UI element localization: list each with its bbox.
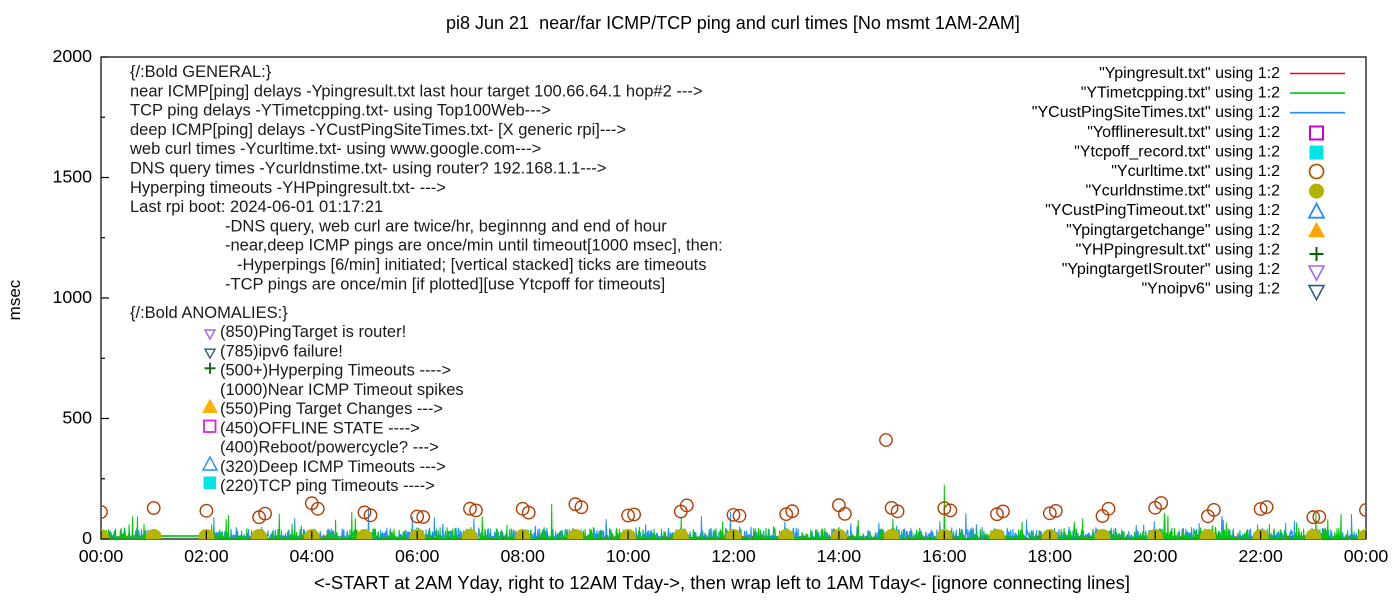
- svg-text:Last rpi boot: 2024-06-01 01:1: Last rpi boot: 2024-06-01 01:17:21: [130, 198, 383, 216]
- svg-text:08:00: 08:00: [500, 546, 545, 566]
- svg-text:500: 500: [62, 408, 92, 428]
- svg-text:"Ycurltime.txt" using 1:2: "Ycurltime.txt" using 1:2: [1111, 163, 1280, 180]
- svg-text:"Ynoipv6" using 1:2: "Ynoipv6" using 1:2: [1141, 281, 1280, 298]
- svg-text:1500: 1500: [52, 167, 92, 187]
- svg-text:"Ytcpoff_record.txt" using 1:2: "Ytcpoff_record.txt" using 1:2: [1074, 143, 1280, 160]
- svg-text:(785)ipv6 failure!: (785)ipv6 failure!: [220, 342, 343, 360]
- svg-text:00:00: 00:00: [1344, 546, 1389, 566]
- svg-text:(220)TCP ping Timeouts ---->: (220)TCP ping Timeouts ---->: [220, 477, 435, 495]
- svg-text:18:00: 18:00: [1028, 546, 1073, 566]
- svg-text:(850)PingTarget is router!: (850)PingTarget is router!: [220, 323, 406, 341]
- svg-text:04:00: 04:00: [290, 546, 335, 566]
- svg-text:"YpingtargetISrouter" using 1:: "YpingtargetISrouter" using 1:2: [1062, 261, 1280, 278]
- svg-text:"Ypingtargetchange" using 1:2: "Ypingtargetchange" using 1:2: [1066, 222, 1280, 239]
- svg-text:"Yofflineresult.txt" using 1:2: "Yofflineresult.txt" using 1:2: [1087, 124, 1280, 141]
- svg-text:"Ypingresult.txt" using 1:2: "Ypingresult.txt" using 1:2: [1099, 65, 1280, 82]
- svg-text:-DNS query, web curl are twice: -DNS query, web curl are twice/hr, begin…: [225, 217, 667, 235]
- svg-text:22:00: 22:00: [1238, 546, 1283, 566]
- svg-text:20:00: 20:00: [1133, 546, 1178, 566]
- svg-text:-near,deep ICMP pings are once: -near,deep ICMP pings are once/min until…: [225, 237, 723, 255]
- svg-text:(500+)Hyperping Timeouts ---->: (500+)Hyperping Timeouts ---->: [220, 362, 451, 380]
- svg-text:{/:Bold ANOMALIES:}: {/:Bold ANOMALIES:}: [130, 304, 288, 322]
- svg-text:14:00: 14:00: [817, 546, 862, 566]
- svg-text:1000: 1000: [52, 287, 92, 307]
- svg-text:(400)Reboot/powercycle? --->: (400)Reboot/powercycle? --->: [220, 439, 439, 457]
- svg-text:00:00: 00:00: [79, 546, 124, 566]
- svg-text:msec: msec: [5, 279, 24, 320]
- svg-text:(550)Ping Target Changes --->: (550)Ping Target Changes --->: [220, 400, 443, 418]
- svg-text:"YHPpingresult.txt" using 1:2: "YHPpingresult.txt" using 1:2: [1076, 241, 1280, 258]
- svg-text:"YCustPingTimeout.txt" using 1: "YCustPingTimeout.txt" using 1:2: [1045, 202, 1280, 219]
- svg-text:02:00: 02:00: [184, 546, 229, 566]
- svg-text:-Hyperpings [6/min] initiated;: -Hyperpings [6/min] initiated; [vertical…: [237, 256, 707, 274]
- svg-text:16:00: 16:00: [922, 546, 967, 566]
- svg-text:10:00: 10:00: [606, 546, 651, 566]
- svg-text:(320)Deep ICMP Timeouts --->: (320)Deep ICMP Timeouts --->: [220, 458, 446, 476]
- svg-text:0: 0: [82, 528, 92, 548]
- svg-text:12:00: 12:00: [711, 546, 756, 566]
- svg-text:web curl times -Ycurltime.txt-: web curl times -Ycurltime.txt- using www…: [129, 140, 541, 158]
- svg-text:near ICMP[ping] delays -Ypingr: near ICMP[ping] delays -Ypingresult.txt …: [130, 82, 702, 100]
- svg-text:DNS query times -Ycurldnstime.: DNS query times -Ycurldnstime.txt- using…: [130, 160, 606, 178]
- svg-text:{/:Bold GENERAL:}: {/:Bold GENERAL:}: [130, 63, 272, 81]
- svg-text:deep ICMP[ping] delays -YCustP: deep ICMP[ping] delays -YCustPingSiteTim…: [130, 121, 626, 139]
- svg-text:06:00: 06:00: [395, 546, 440, 566]
- svg-text:TCP ping delays -YTimetcpping.: TCP ping delays -YTimetcpping.txt- using…: [130, 102, 551, 120]
- svg-text:2000: 2000: [52, 46, 92, 66]
- svg-text:<-START at 2AM Yday, right to: <-START at 2AM Yday, right to 12AM Tday-…: [314, 572, 1130, 593]
- svg-text:(1000)Near ICMP Timeout spikes: (1000)Near ICMP Timeout spikes: [220, 381, 464, 399]
- svg-text:"Ycurldnstime.txt" using 1:2: "Ycurldnstime.txt" using 1:2: [1085, 183, 1280, 200]
- svg-text:Hyperping timeouts -YHPpingres: Hyperping timeouts -YHPpingresult.txt- -…: [130, 179, 446, 197]
- svg-text:"YCustPingSiteTimes.txt" using: "YCustPingSiteTimes.txt" using 1:2: [1032, 104, 1280, 121]
- svg-text:-TCP pings are once/min [if pl: -TCP pings are once/min [if plotted][use…: [225, 275, 665, 293]
- svg-text:"YTimetcpping.txt" using 1:2: "YTimetcpping.txt" using 1:2: [1081, 85, 1280, 102]
- svg-text:(450)OFFLINE STATE ---->: (450)OFFLINE STATE ---->: [220, 419, 420, 437]
